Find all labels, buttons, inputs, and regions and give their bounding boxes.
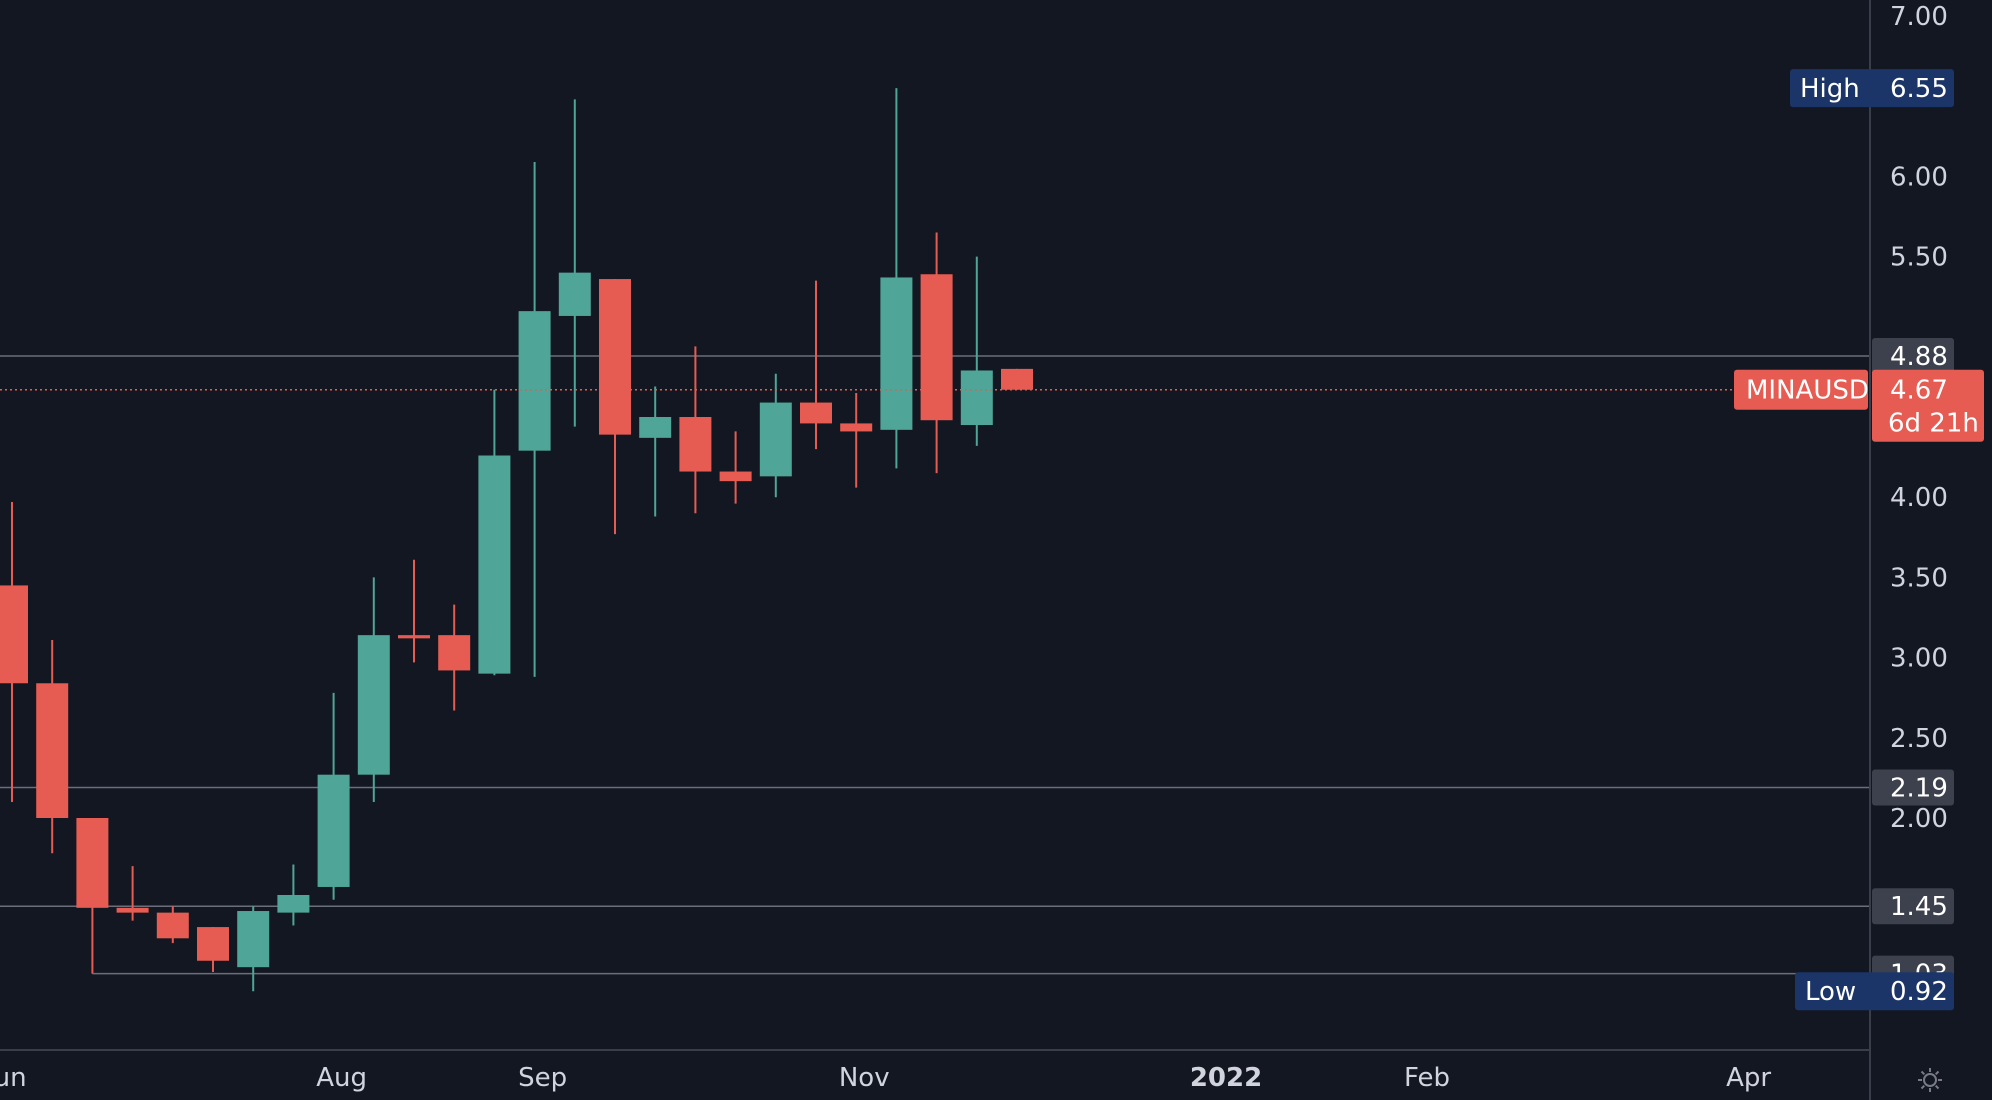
price-tag — [1872, 369, 1984, 442]
price-axis[interactable]: 7.00 6.00 5.50 4.00 3.50 3.00 2.50 2.00 — [1890, 2, 1948, 834]
candle-body — [277, 894, 310, 913]
time-axis[interactable]: Jun Aug Sep Nov 2022 Feb Apr — [0, 1063, 1771, 1093]
level-badge: 4.88 — [1872, 338, 1954, 375]
candle[interactable] — [558, 99, 591, 427]
candle-body — [679, 417, 712, 472]
price-tick-label: 2.00 — [1890, 804, 1948, 834]
candle-body — [197, 927, 229, 961]
candle[interactable] — [197, 927, 229, 972]
candle[interactable] — [237, 906, 270, 992]
candle-body — [1001, 368, 1033, 390]
candle-body — [36, 683, 69, 818]
candle[interactable] — [719, 431, 752, 504]
low-badge: Low 0.92 — [1795, 972, 1954, 1011]
candle[interactable] — [0, 502, 28, 802]
time-tick-label: Feb — [1404, 1063, 1450, 1093]
candlestick-series — [0, 88, 1033, 992]
level-value: 4.88 — [1890, 342, 1948, 372]
level-value: 2.19 — [1890, 774, 1948, 804]
candle[interactable] — [438, 604, 471, 711]
candle[interactable] — [518, 161, 551, 677]
low-value: 0.92 — [1890, 977, 1948, 1007]
time-tick-label: Sep — [518, 1063, 567, 1093]
candle-body — [398, 635, 430, 639]
candle-body — [558, 272, 591, 316]
candle-body — [759, 402, 792, 477]
price-tick-label: 2.50 — [1890, 724, 1948, 754]
candle-body — [0, 585, 28, 684]
candle-body — [237, 911, 270, 968]
candle-body — [800, 402, 832, 424]
level-badge: 2.19 — [1872, 769, 1954, 806]
time-tick-label: Aug — [316, 1063, 367, 1093]
candle[interactable] — [960, 256, 993, 446]
candle[interactable] — [920, 232, 953, 474]
time-tick-label: 2022 — [1190, 1063, 1262, 1093]
time-tick-label: Nov — [839, 1063, 890, 1093]
candle-body — [478, 455, 511, 674]
candle[interactable] — [599, 279, 631, 535]
last-price-value: 4.67 — [1890, 376, 1948, 406]
candle-body — [76, 818, 109, 908]
level-value: 1.45 — [1890, 892, 1948, 922]
high-value: 6.55 — [1890, 74, 1948, 104]
high-label: High — [1800, 74, 1860, 104]
high-badge: High 6.55 — [1790, 69, 1954, 108]
candle[interactable] — [317, 692, 350, 900]
candle-body — [880, 277, 913, 430]
candle-body — [116, 907, 149, 913]
candle-body — [920, 274, 953, 421]
candle[interactable] — [639, 386, 672, 517]
candle-body — [317, 774, 350, 887]
price-tick-label: 5.50 — [1890, 243, 1948, 273]
candle-body — [960, 370, 993, 426]
price-tick-label: 6.00 — [1890, 162, 1948, 192]
candle[interactable] — [156, 906, 189, 944]
candle-body — [639, 417, 672, 438]
candle[interactable] — [277, 864, 310, 926]
candle-body — [357, 635, 390, 775]
candle-body — [438, 635, 471, 671]
candle[interactable] — [357, 577, 390, 802]
candle[interactable] — [759, 373, 792, 498]
price-tick-label: 4.00 — [1890, 483, 1948, 513]
symbol-tag — [1734, 369, 1868, 410]
bar-countdown: 6d 21h — [1888, 409, 1979, 439]
price-tick-label: 3.50 — [1890, 563, 1948, 593]
candle[interactable] — [76, 818, 109, 974]
candle[interactable] — [679, 346, 712, 514]
time-tick-label: Jun — [0, 1063, 27, 1093]
symbol-label: MINAUSD — [1746, 376, 1869, 406]
price-badges: 4.882.191.451.03High6.55Low0.92MINAUSD4.… — [1734, 69, 1984, 1011]
candle-body — [840, 423, 873, 432]
candle[interactable] — [116, 866, 149, 921]
candle-body — [518, 311, 551, 451]
candle[interactable] — [398, 559, 430, 663]
candle[interactable] — [36, 639, 69, 854]
candle-body — [599, 279, 631, 435]
low-label: Low — [1805, 977, 1856, 1007]
candle[interactable] — [800, 280, 832, 450]
candle-body — [156, 912, 189, 939]
time-tick-label: Apr — [1726, 1063, 1771, 1093]
level-badge: 1.45 — [1872, 888, 1954, 925]
candle[interactable] — [478, 389, 511, 676]
candle[interactable] — [1001, 368, 1033, 390]
candle[interactable] — [840, 392, 873, 488]
candle-body — [719, 471, 752, 482]
settings-icon[interactable] — [1918, 1068, 1942, 1092]
price-tick-label: 3.00 — [1890, 644, 1948, 674]
price-tick-label: 7.00 — [1890, 2, 1948, 32]
candle[interactable] — [880, 88, 913, 469]
